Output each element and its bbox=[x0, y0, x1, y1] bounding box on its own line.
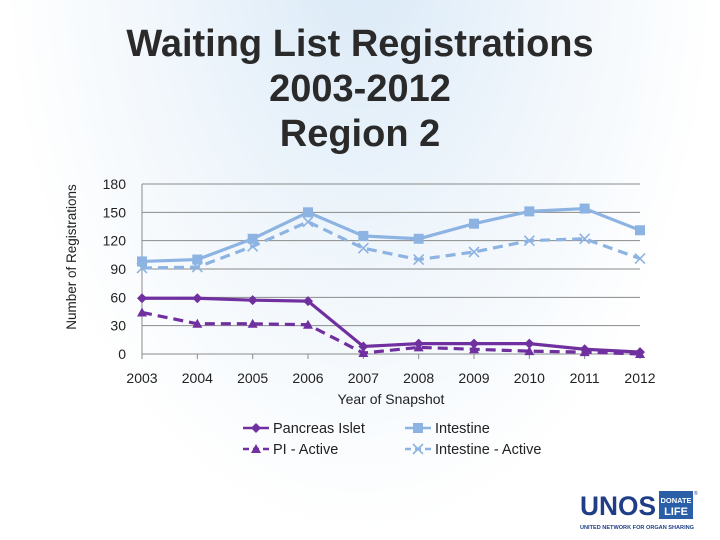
data-point bbox=[523, 235, 535, 247]
data-point bbox=[469, 344, 479, 354]
data-point bbox=[247, 233, 258, 244]
y-tick-label: 60 bbox=[110, 289, 126, 305]
chart-title: Waiting List Registrations 2003-2012 Reg… bbox=[0, 22, 720, 157]
legend-item: PI - Active bbox=[243, 442, 338, 458]
data-point bbox=[524, 206, 535, 217]
data-point bbox=[635, 349, 645, 358]
legend-item: Intestine bbox=[405, 421, 490, 437]
x-tick-label: 2008 bbox=[403, 370, 434, 386]
x-tick-label: 2005 bbox=[237, 370, 268, 386]
series-line bbox=[142, 296, 641, 354]
data-point-stroke bbox=[302, 216, 314, 228]
series-line bbox=[141, 220, 641, 270]
title-line-3: Region 2 bbox=[279, 113, 441, 155]
data-point bbox=[303, 207, 313, 218]
data-point bbox=[247, 240, 259, 252]
data-point bbox=[469, 218, 479, 229]
logo-tagline: UNITED NETWORK FOR ORGAN SHARING bbox=[580, 525, 694, 531]
legend-label: Intestine bbox=[435, 421, 490, 437]
x-axis-title: Year of Snapshot bbox=[338, 391, 445, 407]
legend-label: Intestine - Active bbox=[435, 442, 541, 458]
data-point bbox=[524, 346, 535, 356]
data-point bbox=[192, 318, 203, 328]
x-tick-label: 2009 bbox=[458, 370, 489, 386]
x-tick-label: 2010 bbox=[514, 370, 545, 386]
y-tick-label: 30 bbox=[110, 318, 126, 334]
data-point bbox=[579, 203, 590, 214]
data-point bbox=[192, 293, 203, 304]
data-point bbox=[635, 225, 645, 236]
data-point bbox=[413, 233, 424, 244]
data-point-stroke bbox=[247, 240, 259, 252]
x-tick-label: 2007 bbox=[348, 370, 379, 386]
data-point bbox=[358, 341, 369, 352]
series-line bbox=[141, 310, 641, 356]
data-point bbox=[251, 423, 261, 433]
data-point bbox=[136, 262, 148, 274]
y-tick-label: 150 bbox=[103, 204, 127, 220]
y-tick-label: 90 bbox=[110, 261, 126, 277]
logo-wordmark: UNOS bbox=[580, 491, 656, 521]
data-point bbox=[413, 342, 424, 352]
legend-item: Pancreas Islet bbox=[243, 421, 365, 437]
data-point-stroke bbox=[468, 246, 480, 258]
logo-badge-bottom: LIFE bbox=[664, 506, 688, 518]
y-axis-title: Number of Registrations bbox=[64, 184, 79, 330]
legend: Pancreas Islet PI - Active Intestine Intest… bbox=[243, 421, 541, 458]
x-tick-label: 2003 bbox=[126, 370, 157, 386]
data-point bbox=[524, 338, 535, 349]
series-group bbox=[136, 203, 646, 358]
data-point bbox=[412, 443, 424, 455]
data-point bbox=[469, 338, 479, 349]
data-point-stroke bbox=[136, 262, 148, 274]
x-tick-label: 2012 bbox=[624, 370, 655, 386]
data-point bbox=[303, 296, 313, 307]
data-point-stroke bbox=[357, 242, 369, 254]
x-tick-label: 2004 bbox=[182, 370, 213, 386]
data-point bbox=[303, 319, 313, 329]
series-line bbox=[141, 206, 641, 264]
data-point bbox=[358, 230, 369, 241]
data-point bbox=[137, 307, 147, 317]
data-point-stroke bbox=[579, 233, 591, 245]
data-point bbox=[579, 233, 591, 245]
title-line-2: 2003-2012 bbox=[269, 68, 451, 110]
unos-logo: UNOS DONATE LIFE ® UNITED NETWORK FOR OR… bbox=[578, 488, 698, 532]
data-point bbox=[192, 254, 203, 265]
data-point bbox=[137, 256, 147, 267]
y-tick-label: 180 bbox=[103, 176, 127, 192]
data-point bbox=[251, 444, 261, 453]
data-point-stroke bbox=[191, 261, 203, 273]
y-tick-label: 0 bbox=[118, 346, 126, 362]
legend-item: Intestine - Active bbox=[405, 442, 541, 458]
data-point bbox=[468, 246, 480, 258]
data-point-stroke bbox=[634, 253, 646, 265]
data-point-stroke bbox=[523, 235, 535, 247]
title-line-1: Waiting List Registrations bbox=[126, 23, 594, 65]
data-point-stroke bbox=[412, 443, 424, 455]
data-point bbox=[579, 347, 590, 357]
data-point bbox=[302, 216, 314, 228]
data-point-stroke bbox=[413, 253, 425, 266]
data-point bbox=[357, 242, 369, 254]
logo-registered-mark: ® bbox=[694, 490, 698, 497]
axis-labels: 0 30 60 90 120 150 180 2003 2004 2005 2006 2007 2008… bbox=[64, 176, 656, 407]
x-tick-label: 2011 bbox=[570, 370, 600, 386]
legend-label: PI - Active bbox=[273, 442, 338, 458]
y-tick-label: 120 bbox=[103, 233, 127, 249]
x-tick-label: 2006 bbox=[292, 370, 323, 386]
gridlines bbox=[142, 183, 640, 327]
data-point bbox=[247, 318, 258, 328]
data-point bbox=[137, 293, 147, 304]
data-point bbox=[247, 295, 258, 306]
data-point bbox=[413, 423, 423, 433]
logo-badge-top: DONATE bbox=[660, 496, 691, 505]
data-point bbox=[413, 253, 425, 266]
legend-label: Pancreas Islet bbox=[273, 421, 365, 437]
data-point bbox=[634, 253, 646, 265]
data-point bbox=[191, 261, 203, 273]
data-point bbox=[358, 348, 369, 358]
